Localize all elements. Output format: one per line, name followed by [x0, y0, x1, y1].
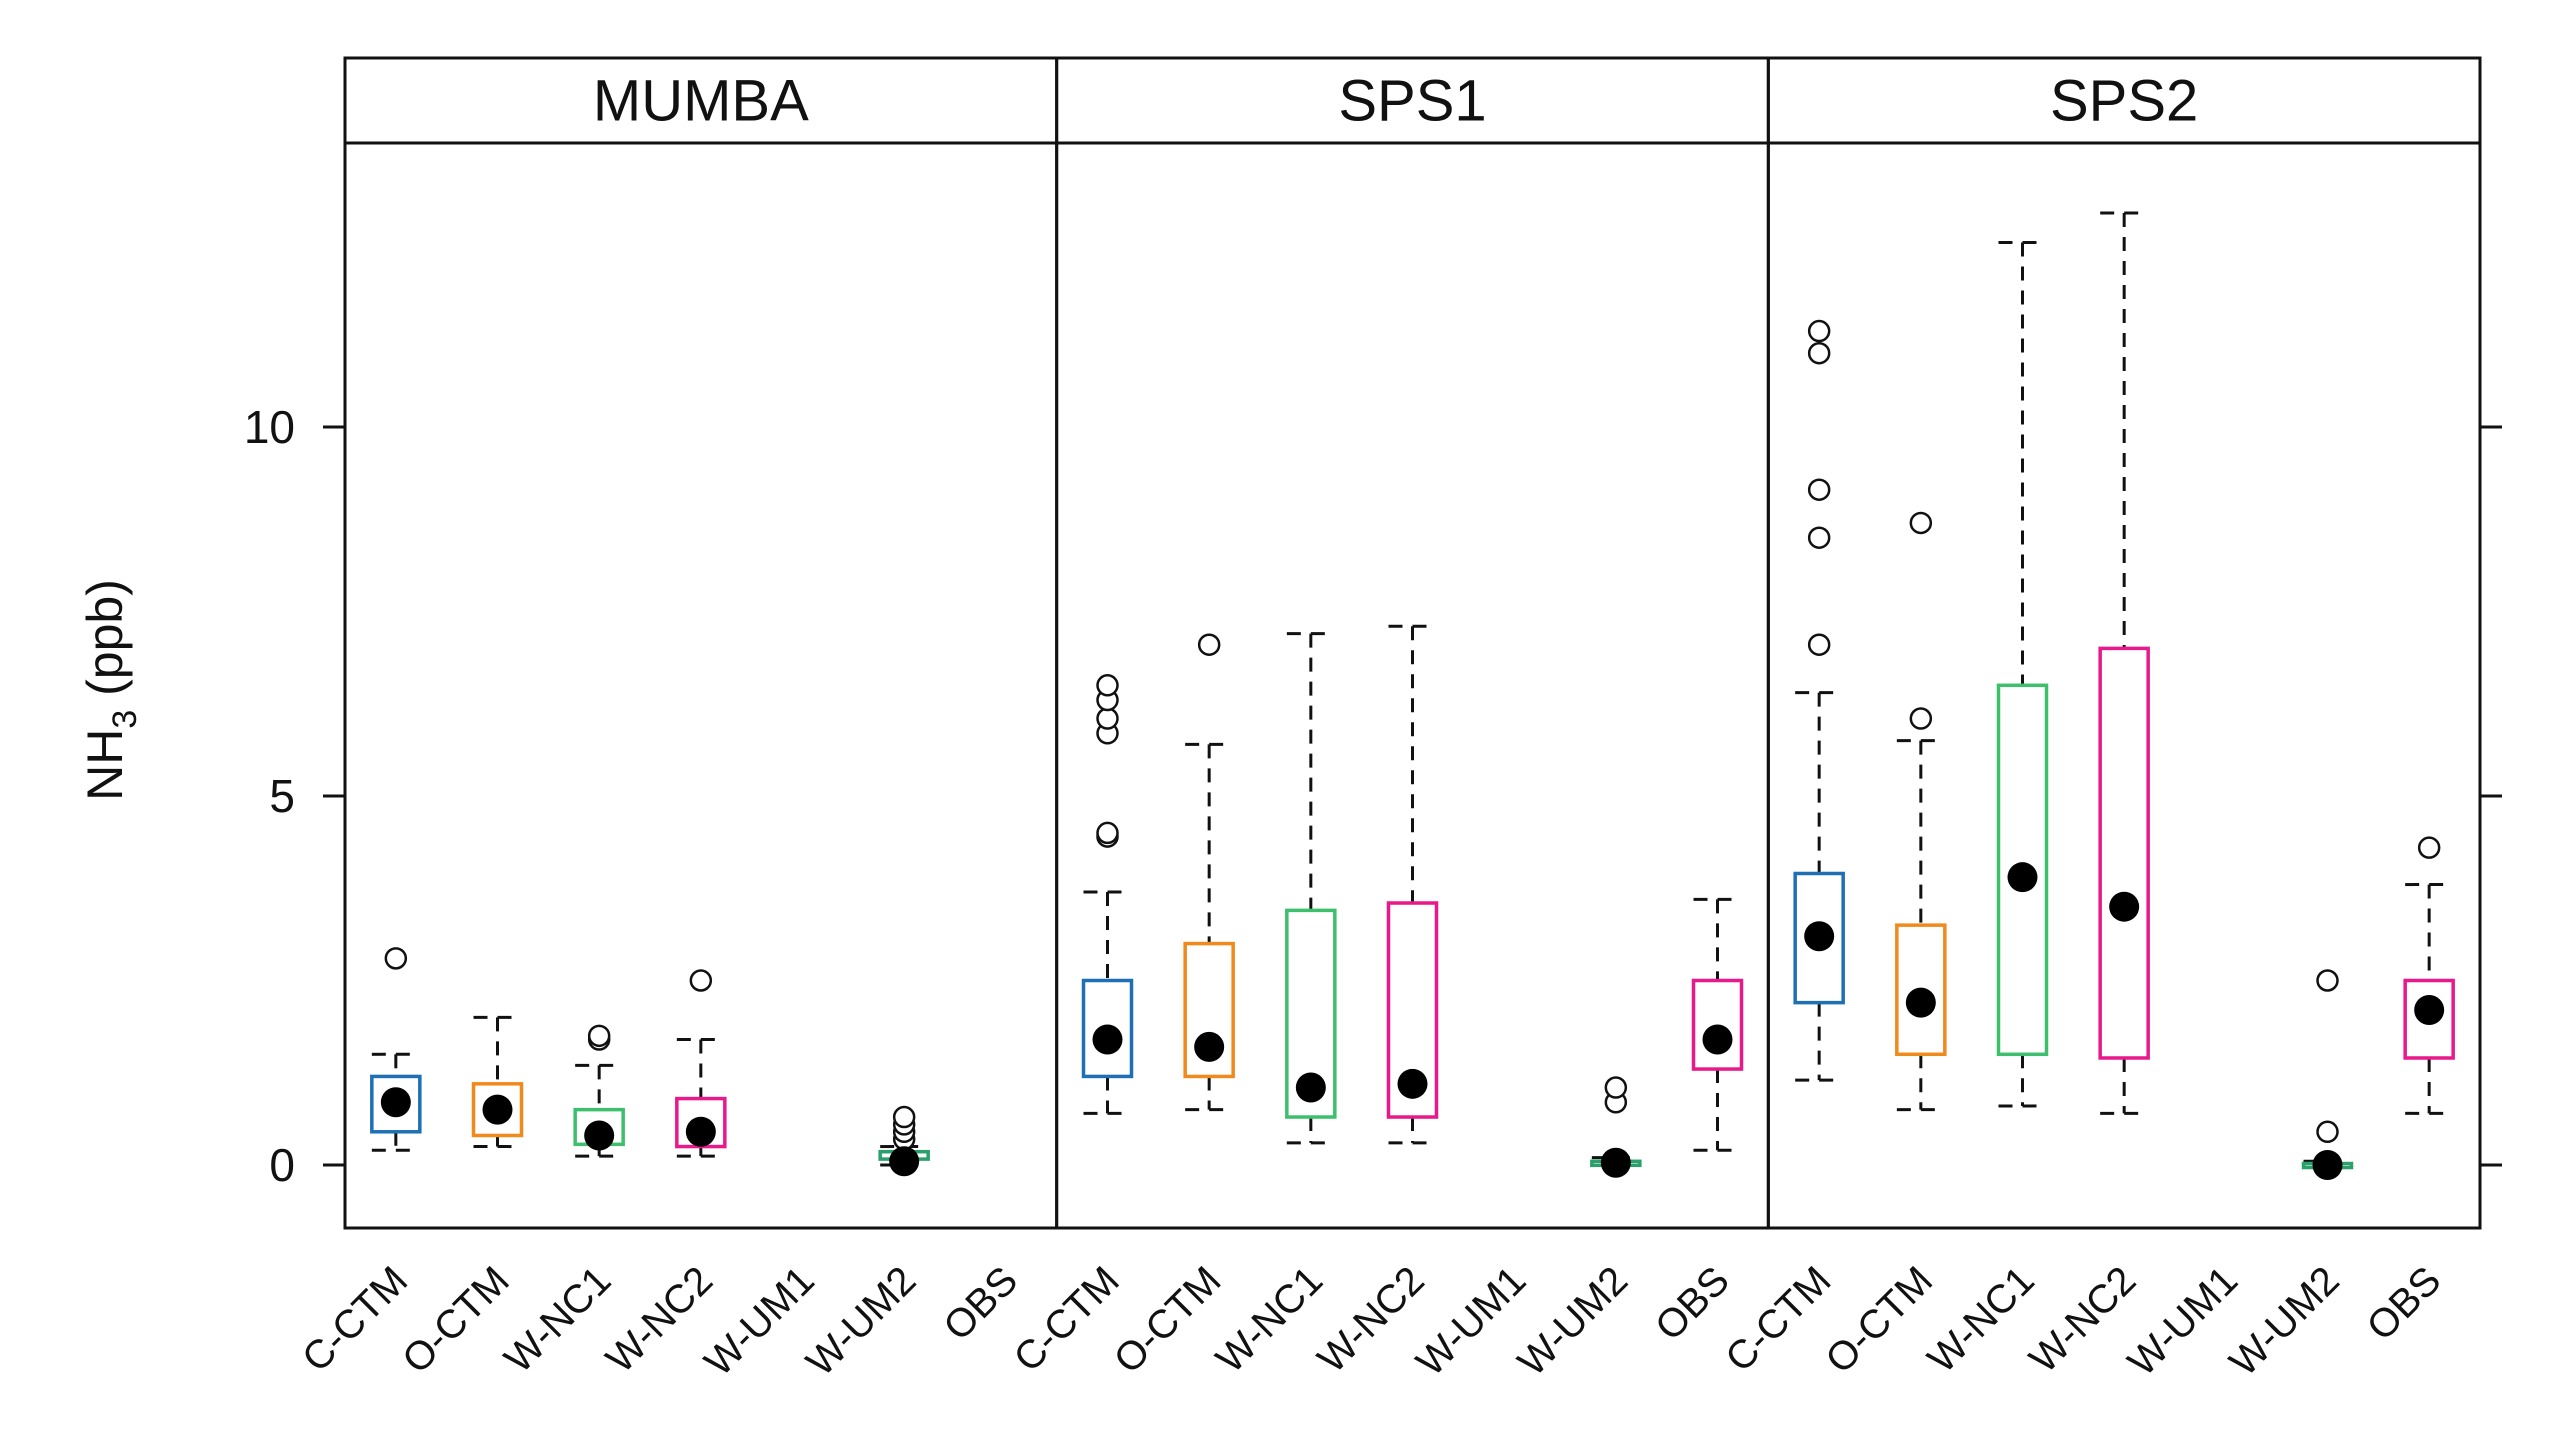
median-dot [2414, 995, 2445, 1026]
outlier-point [2316, 969, 2339, 992]
x-tick-label: W-NC2 [598, 1258, 721, 1381]
outlier-point [1096, 707, 1119, 730]
panel-title-mumba: MUMBA [593, 69, 809, 134]
box-mumba-c-ctm [370, 947, 422, 1152]
outlier-point [1807, 633, 1831, 656]
box-sps1-o-ctm [1183, 633, 1235, 1112]
outlier-point [1807, 319, 1831, 343]
x-tick-label: W-UM1 [2120, 1258, 2246, 1384]
panels-layer: MUMBA SPS1 SPS2 [343, 56, 2482, 1230]
box-sps1-w-um2 [1590, 1076, 1642, 1178]
outlier-point [1096, 674, 1119, 697]
median-dot [2312, 1150, 2343, 1180]
x-tick-label: W-UM1 [696, 1258, 822, 1384]
y-axis-label-unit: (ppb) [77, 579, 133, 710]
outlier-point [1807, 478, 1831, 501]
median-dot [1600, 1147, 1631, 1178]
outlier-point [2417, 836, 2441, 859]
box-sps1-w-nc1 [1285, 632, 1337, 1145]
y-tick-label: 5 [269, 770, 295, 822]
x-tick-label: W-NC1 [496, 1258, 619, 1381]
x-tick-label: W-UM1 [1408, 1258, 1534, 1384]
outlier-point [1807, 526, 1831, 549]
panel-title-sps1: SPS1 [1338, 69, 1486, 134]
outlier-point [892, 1105, 916, 1129]
outlier-point [1807, 341, 1831, 365]
y-axis-label: NH3 (ppb) [77, 579, 144, 801]
box-mumba-w-nc1 [573, 1024, 625, 1158]
x-tick-label: W-UM2 [798, 1258, 924, 1384]
x-tick-label: OBS [2359, 1258, 2450, 1349]
marks-layer [370, 211, 2455, 1180]
outlier-point [384, 947, 408, 970]
box-sps1-w-nc2 [1386, 624, 1439, 1145]
iqr-box [2098, 646, 2150, 1060]
median-dot [1295, 1072, 1326, 1103]
median-dot [584, 1120, 615, 1151]
outlier-point [1604, 1076, 1628, 1099]
iqr-box [471, 1082, 524, 1138]
box-sps2-obs [2403, 836, 2455, 1115]
panel-title-sps2: SPS2 [2050, 69, 2198, 134]
box-mumba-o-ctm [471, 1015, 524, 1149]
y-tick-label: 0 [269, 1139, 295, 1191]
box-sps2-w-um2 [2301, 969, 2354, 1180]
box-sps2-w-nc2 [2098, 211, 2150, 1115]
median-dot [1194, 1031, 1225, 1062]
box-sps2-o-ctm [1895, 511, 1947, 1112]
box-sps2-c-ctm [1793, 319, 1845, 1082]
median-dot [1092, 1024, 1123, 1055]
y-axis-label-subscript: 3 [106, 710, 144, 729]
x-tick-label: C-CTM [1006, 1258, 1128, 1380]
median-dot [889, 1146, 920, 1177]
median-dot [1905, 987, 1936, 1018]
box-sps2-w-nc1 [1996, 241, 2049, 1108]
median-dot [1397, 1068, 1428, 1099]
outlier-point [1909, 707, 1933, 730]
box-mumba-w-nc2 [675, 969, 727, 1158]
x-tick-label: C-CTM [1717, 1258, 1839, 1380]
x-tick-label: W-NC2 [2021, 1258, 2144, 1381]
x-tick-label: O-CTM [1106, 1258, 1230, 1382]
median-dot [482, 1094, 513, 1125]
x-tick-label: O-CTM [394, 1258, 518, 1382]
y-tick-label: 10 [244, 401, 295, 453]
box-sps1-obs [1691, 897, 1744, 1152]
x-tick-label: W-NC1 [1208, 1258, 1331, 1381]
outlier-point [587, 1024, 611, 1048]
x-tick-label: O-CTM [1817, 1258, 1941, 1382]
x-tick-label: W-NC1 [1920, 1258, 2043, 1381]
x-tick-label: W-NC2 [1310, 1258, 1433, 1381]
median-dot [380, 1087, 411, 1118]
outlier-point [1909, 511, 1933, 535]
outlier-point [1197, 633, 1221, 656]
median-dot [685, 1116, 716, 1147]
x-tick-label: OBS [935, 1258, 1026, 1349]
median-dot [1702, 1024, 1733, 1055]
median-dot [1804, 921, 1835, 952]
panel-frame-sps2 [1766, 56, 2482, 1230]
outlier-point [1096, 821, 1119, 845]
x-tick-label: C-CTM [294, 1258, 416, 1380]
outlier-point [2316, 1120, 2339, 1144]
y-axis-label-main: NH [77, 729, 133, 801]
x-tick-label: W-UM2 [2221, 1258, 2347, 1384]
median-dot [2007, 862, 2038, 893]
x-tick-label: W-UM2 [1510, 1258, 1636, 1384]
median-dot [2109, 891, 2140, 922]
box-mumba-w-um2 [878, 1105, 930, 1177]
box-sps1-c-ctm [1081, 674, 1134, 1115]
x-tick-label: OBS [1647, 1258, 1738, 1349]
outlier-point [689, 969, 713, 992]
